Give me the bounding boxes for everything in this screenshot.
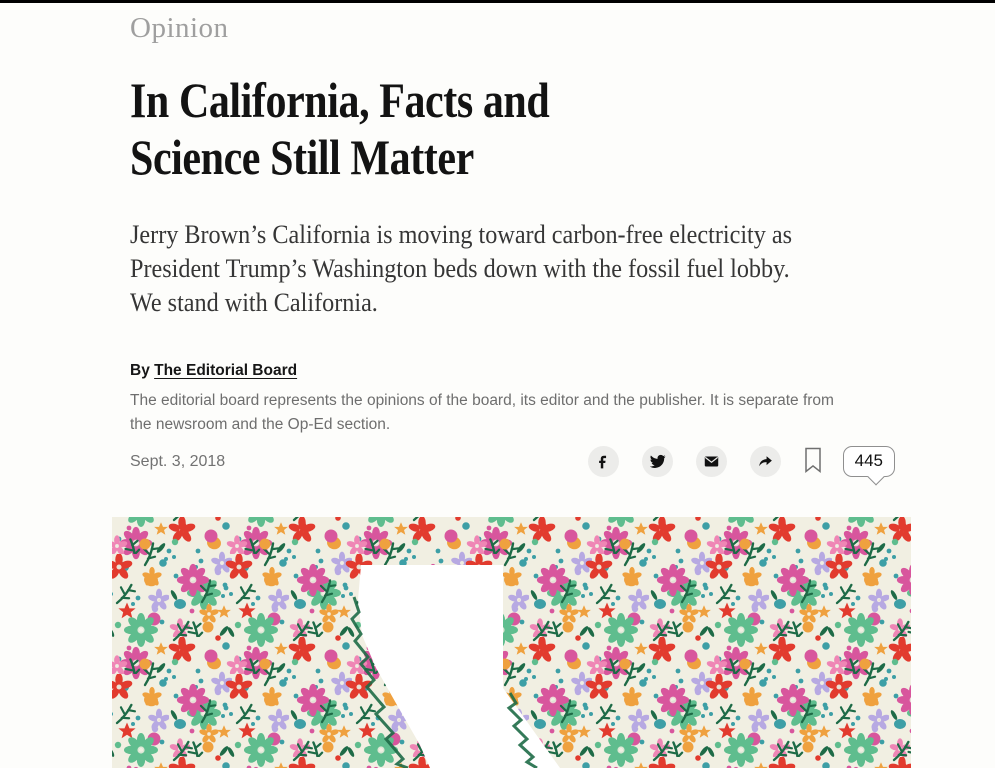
flower-field-graphic (112, 517, 911, 768)
byline-prefix: By (130, 362, 155, 379)
email-icon (703, 453, 720, 470)
byline: By The Editorial Board (130, 362, 911, 380)
headline-line-1: In California, Facts and (130, 72, 550, 128)
email-button[interactable] (695, 446, 727, 477)
meta-row: Sept. 3, 2018 445 (130, 446, 911, 477)
share-icon (757, 453, 774, 470)
share-toolbar: 445 (587, 446, 895, 477)
twitter-icon (649, 453, 666, 470)
comments-button[interactable]: 445 (842, 446, 895, 477)
facebook-button[interactable] (587, 446, 619, 477)
coast-tree-edge (350, 596, 538, 768)
subhead-line-2: President Trump’s Washington beds down w… (130, 254, 790, 283)
author-bio-line-1: The editorial board represents the opini… (130, 392, 834, 409)
bookmark-button[interactable] (802, 447, 824, 477)
subhead-line-3: We stand with California. (130, 288, 378, 317)
article-column: Opinion In California, Facts and Science … (130, 10, 911, 477)
author-bio: The editorial board represents the opini… (130, 389, 911, 436)
top-border (0, 0, 995, 3)
subhead-line-1: Jerry Brown’s California is moving towar… (130, 220, 793, 249)
facebook-icon (595, 454, 611, 470)
subhead: Jerry Brown’s California is moving towar… (130, 218, 856, 320)
headline-line-2: Science Still Matter (130, 129, 474, 185)
california-silhouette (358, 565, 560, 768)
share-button[interactable] (749, 446, 781, 477)
headline: In California, Facts and Science Still Ma… (130, 72, 786, 186)
section-label[interactable]: Opinion (130, 12, 229, 44)
twitter-button[interactable] (641, 446, 673, 477)
bookmark-icon (802, 447, 824, 477)
author-link[interactable]: The Editorial Board (154, 362, 298, 379)
comment-count: 445 (854, 451, 883, 470)
publish-date: Sept. 3, 2018 (130, 452, 226, 470)
hero-illustration (112, 517, 911, 768)
author-bio-line-2: the newsroom and the Op-Ed section. (130, 415, 391, 433)
flower-pattern (112, 517, 911, 768)
